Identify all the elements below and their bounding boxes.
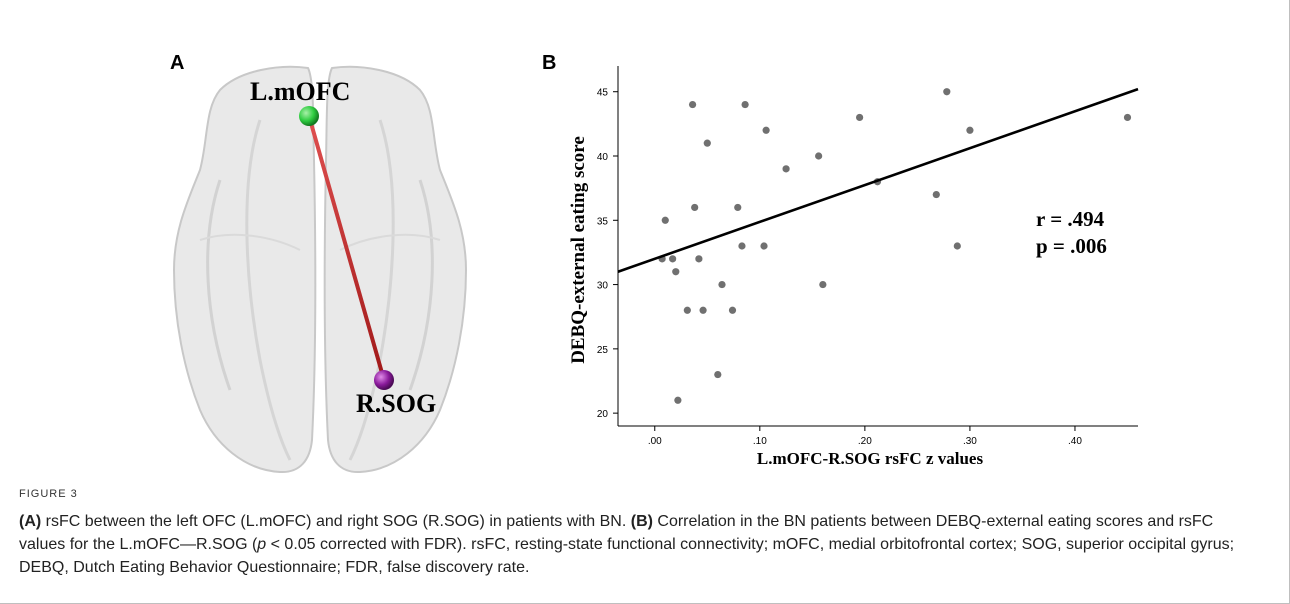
caption-b-tag: (B) bbox=[630, 513, 653, 530]
scatter-point bbox=[688, 100, 697, 109]
scatter-point bbox=[932, 190, 940, 199]
figure-label: FIGURE 3 bbox=[19, 488, 78, 500]
figure-caption: (A) rsFC between the left OFC (L.mOFC) a… bbox=[19, 510, 1259, 579]
scatter-chart: 20 25 30 35 40 45 .00 .10 .20 .30 .40 DEBQ-externa… bbox=[560, 60, 1150, 475]
scatter-point bbox=[703, 139, 711, 147]
regression-line bbox=[617, 87, 1139, 273]
right-contour-inner bbox=[348, 119, 395, 461]
node-lmofc-label: L.mOFC bbox=[250, 77, 350, 106]
scatter-point bbox=[782, 165, 790, 173]
x-tick-label: .10 bbox=[753, 436, 767, 447]
y-tick-label: 25 bbox=[597, 345, 609, 356]
correlation-p: p = .006 bbox=[1036, 234, 1107, 258]
scatter-point bbox=[695, 255, 703, 263]
x-tick-label: .30 bbox=[963, 436, 977, 447]
left-hemisphere bbox=[172, 65, 317, 474]
panel-a-label: A bbox=[170, 52, 185, 74]
scatter-point bbox=[728, 306, 737, 314]
scatter-point bbox=[738, 242, 746, 250]
right-fold bbox=[339, 233, 441, 251]
scatter-point bbox=[691, 203, 699, 212]
y-tick-label: 45 bbox=[597, 88, 609, 99]
y-tick-label: 20 bbox=[597, 409, 609, 420]
y-tick-label: 40 bbox=[597, 152, 609, 163]
caption-a-text: rsFC between the left OFC (L.mOFC) and r… bbox=[41, 513, 631, 530]
brain-image: L.mOFC R.SOG bbox=[172, 65, 468, 474]
scatter-point bbox=[762, 126, 770, 134]
caption-b-text-1: Correlation in the BN patients between D… bbox=[19, 513, 1214, 553]
scatter-point bbox=[672, 268, 680, 276]
y-axis-label: DEBQ-external eating score bbox=[568, 136, 589, 364]
connection-edge bbox=[307, 114, 386, 382]
scatter-point bbox=[760, 242, 768, 250]
y-tick-label: 35 bbox=[597, 216, 609, 227]
x-axis-label: L.mOFC-R.SOG rsFC z values bbox=[757, 449, 984, 468]
scatter-point bbox=[943, 88, 951, 96]
left-contour-inner bbox=[245, 119, 292, 461]
y-tick-label: 30 bbox=[597, 281, 609, 292]
right-contour bbox=[408, 179, 434, 391]
correlation-r: r = .494 bbox=[1036, 207, 1105, 231]
caption-a-tag: (A) bbox=[19, 513, 42, 530]
left-fold bbox=[199, 233, 301, 251]
scatter-point bbox=[661, 216, 669, 224]
panel-b-label: B bbox=[542, 52, 557, 74]
scatter-svg: 20 25 30 35 40 45 .00 .10 .20 .30 .40 DEBQ-externa… bbox=[568, 66, 1139, 468]
scatter-point bbox=[669, 255, 677, 263]
fit-line-layer bbox=[617, 87, 1139, 273]
x-tick-label: .20 bbox=[858, 436, 872, 447]
scatter-point bbox=[674, 396, 682, 404]
scatter-point bbox=[815, 152, 823, 160]
right-hemisphere bbox=[323, 65, 468, 474]
left-contour bbox=[206, 179, 232, 391]
scatter-point bbox=[699, 306, 707, 314]
node-lmofc bbox=[299, 106, 319, 126]
node-rsog-label: R.SOG bbox=[356, 389, 436, 418]
scatter-point bbox=[683, 306, 691, 314]
caption-b-text-2: < 0.05 corrected with FDR). rsFC, restin… bbox=[19, 536, 1235, 576]
scatter-point bbox=[953, 242, 961, 250]
scatter-point bbox=[734, 203, 742, 212]
x-tick-label: .40 bbox=[1068, 436, 1082, 447]
scatter-point bbox=[1123, 113, 1132, 122]
scatter-point bbox=[741, 100, 749, 109]
caption-p-symbol: p bbox=[257, 536, 267, 553]
data-points bbox=[658, 88, 1132, 404]
scatter-point bbox=[819, 280, 827, 289]
brain-panel: L.mOFC R.SOG bbox=[160, 60, 480, 475]
scatter-point bbox=[856, 113, 864, 122]
x-tick-label: .00 bbox=[648, 436, 662, 447]
node-rsog bbox=[374, 370, 394, 390]
scatter-point bbox=[714, 370, 722, 379]
scatter-point bbox=[966, 126, 974, 134]
axes: 20 25 30 35 40 45 .00 .10 .20 .30 .40 bbox=[597, 66, 1138, 447]
scatter-point bbox=[718, 280, 726, 289]
